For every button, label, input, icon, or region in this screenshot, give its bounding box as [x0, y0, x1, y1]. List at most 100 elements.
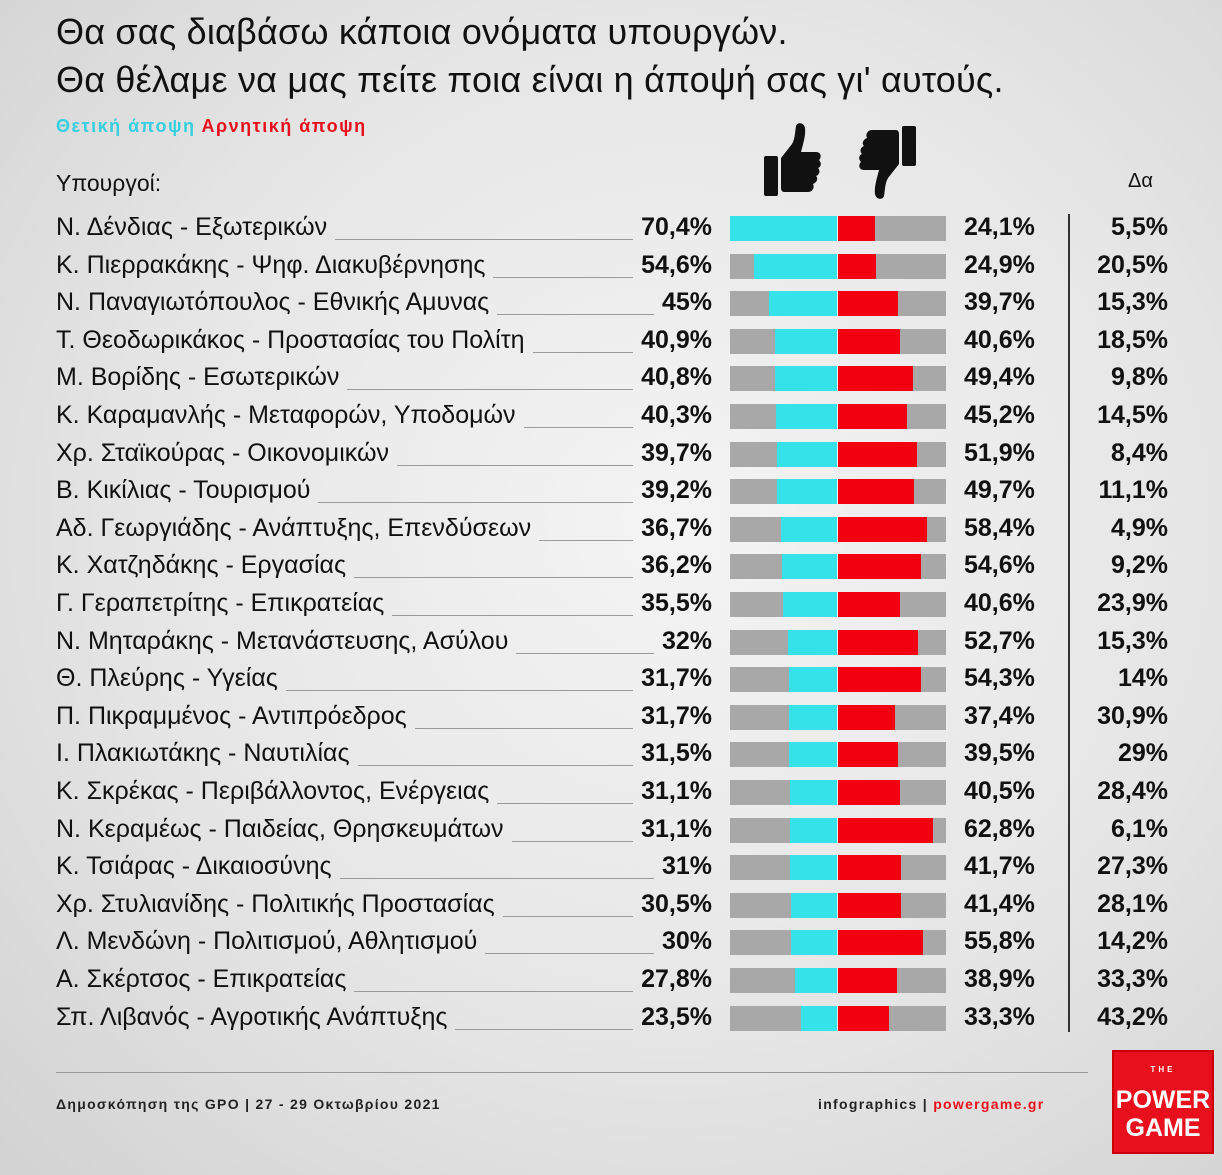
dk-value-label: 28,1%	[1097, 889, 1168, 918]
negative-value-label: 41,7%	[964, 852, 1035, 881]
negative-value-label: 38,9%	[964, 965, 1035, 993]
minister-label: Κ. Τσιάρας - Δικαιοσύνης	[56, 852, 332, 881]
positive-value-label: 54,6%	[641, 250, 712, 279]
minister-label: Β. Κικίλιας - Τουρισμού	[56, 476, 311, 505]
leader-line	[354, 991, 633, 992]
minister-label: Λ. Μενδώνη - Πολιτισμού, Αθλητισμού	[56, 927, 478, 956]
negative-bar-track	[838, 516, 946, 542]
chart-row: Μ. Βορίδης - Εσωτερικών 40,8% 49,4% 9,8%	[0, 360, 1222, 397]
negative-value-label: 49,4%	[964, 363, 1035, 392]
positive-bar-track	[730, 742, 837, 768]
chart-row: Ν. Δένδιας - Εξωτερικών 70,4% 24,1% 5,5%	[0, 210, 1222, 247]
negative-bar	[838, 855, 902, 881]
negative-bar	[838, 930, 923, 956]
logo-line-1: POWER	[1116, 1086, 1210, 1114]
negative-value-label: 41,4%	[964, 889, 1035, 918]
negative-bar-track	[838, 291, 946, 317]
negative-bar	[838, 968, 898, 993]
positive-bar-track	[730, 441, 837, 467]
negative-bar	[838, 667, 921, 693]
positive-bar-track	[730, 629, 837, 655]
legend-positive: Θετική άποψη	[56, 116, 196, 136]
negative-bar	[838, 216, 875, 241]
negative-bar-track	[838, 817, 946, 843]
positive-bar	[777, 479, 837, 505]
negative-bar-track	[838, 554, 946, 580]
negative-bar	[838, 291, 899, 317]
negative-bar-track	[838, 704, 946, 730]
minister-label: Κ. Πιερρακάκης - Ψηφ. Διακυβέρνησης	[56, 250, 486, 279]
minister-label: Κ. Καραμανλής - Μεταφορών, Υποδομών	[56, 401, 516, 429]
minister-label: Ν. Δένδιας - Εξωτερικών	[56, 213, 328, 241]
negative-bar-track	[838, 441, 946, 467]
page-title-line-1: Θα σας διαβάσω κάποια ονόματα υπουργών.	[56, 11, 788, 52]
negative-value-label: 62,8%	[964, 814, 1035, 843]
positive-bar-track	[730, 516, 837, 542]
dk-value-label: 4,9%	[1111, 513, 1168, 542]
positive-bar	[781, 554, 837, 580]
negative-bar-track	[838, 366, 946, 392]
chart-row: Κ. Πιερρακάκης - Ψηφ. Διακυβέρνησης 54,6%…	[0, 248, 1222, 285]
chart-row: Λ. Μενδώνη - Πολιτισμού, Αθλητισμού 30% 55…	[0, 924, 1222, 961]
dk-value-label: 30,9%	[1097, 701, 1168, 730]
leader-line	[286, 690, 633, 692]
leader-line	[335, 239, 633, 240]
leader-line	[392, 615, 633, 616]
chart-row: Κ. Καραμανλής - Μεταφορών, Υποδομών 40,3%…	[0, 398, 1222, 435]
leader-line	[318, 502, 633, 504]
chart-row: Ν. Παναγιωτόπουλος - Εθνικής Αμυνας 45% 39…	[0, 285, 1222, 322]
dk-value-label: 20,5%	[1097, 250, 1168, 279]
dk-value-label: 33,3%	[1097, 965, 1168, 993]
thumbs-down-icon	[856, 124, 918, 207]
negative-bar	[838, 1005, 889, 1031]
thumbs-up-icon	[762, 122, 822, 205]
positive-bar	[789, 817, 837, 843]
ministers-column-header: Υπουργοί:	[56, 170, 162, 196]
column-divider	[1068, 214, 1070, 1032]
chart-row: Ι. Πλακιωτάκης - Ναυτιλίας 31,5% 39,5% 29%	[0, 736, 1222, 773]
dk-value-label: 29%	[1117, 739, 1168, 768]
positive-bar-track	[730, 1005, 837, 1031]
positive-value-label: 40,9%	[641, 325, 712, 354]
negative-bar	[838, 817, 934, 843]
negative-bar-track	[838, 968, 946, 993]
minister-label: Ν. Μηταράκης - Μετανάστευσης, Ασύλου	[56, 626, 509, 655]
chart-row: Κ. Σκρέκας - Περιβάλλοντος, Ενέργειας 31,…	[0, 774, 1222, 811]
chart-row: Χρ. Στυλιανίδης - Πολιτικής Προστασίας 30…	[0, 887, 1222, 924]
positive-bar-track	[730, 592, 837, 617]
chart-row: Χρ. Σταϊκούρας - Οικονομικών 39,7% 51,9% 8,…	[0, 436, 1222, 473]
positive-bar-track	[730, 855, 837, 881]
negative-bar	[838, 441, 917, 467]
negative-bar	[838, 704, 895, 730]
negative-value-label: 24,9%	[964, 250, 1035, 279]
positive-value-label: 30%	[661, 927, 712, 956]
negative-value-label: 39,7%	[964, 288, 1035, 317]
dk-value-label: 14%	[1117, 664, 1168, 693]
positive-value-label: 31,7%	[641, 664, 712, 693]
dk-value-label: 43,2%	[1097, 1002, 1168, 1031]
positive-value-label: 31,5%	[641, 739, 712, 768]
negative-bar	[838, 629, 919, 655]
negative-bar-track	[838, 1005, 946, 1031]
negative-bar	[838, 366, 914, 392]
leader-line	[358, 765, 633, 767]
dk-value-label: 5,5%	[1111, 213, 1168, 241]
leader-line	[539, 539, 633, 541]
chart-row: Τ. Θεοδωρικάκος - Προστασίας του Πολίτη 4…	[0, 323, 1222, 360]
minister-label: Χρ. Στυλιανίδης - Πολιτικής Προστασίας	[56, 889, 495, 918]
dk-value-label: 14,2%	[1097, 927, 1168, 956]
positive-bar-track	[730, 817, 837, 843]
positive-value-label: 30,5%	[641, 889, 712, 918]
leader-line	[533, 351, 633, 353]
dk-value-label: 18,5%	[1097, 325, 1168, 354]
positive-bar	[754, 253, 837, 279]
minister-label: Αδ. Γεωργιάδης - Ανάπτυξης, Επενδύσεων	[56, 513, 532, 542]
negative-value-label: 45,2%	[964, 401, 1035, 429]
positive-value-label: 40,3%	[641, 401, 712, 429]
negative-bar	[838, 253, 876, 279]
chart-row: Κ. Τσιάρας - Δικαιοσύνης 31% 41,7% 27,3%	[0, 849, 1222, 886]
positive-value-label: 31,7%	[641, 701, 712, 730]
negative-value-label: 54,3%	[964, 664, 1035, 693]
minister-label: Τ. Θεοδωρικάκος - Προστασίας του Πολίτη	[56, 325, 525, 354]
positive-bar	[788, 704, 837, 730]
